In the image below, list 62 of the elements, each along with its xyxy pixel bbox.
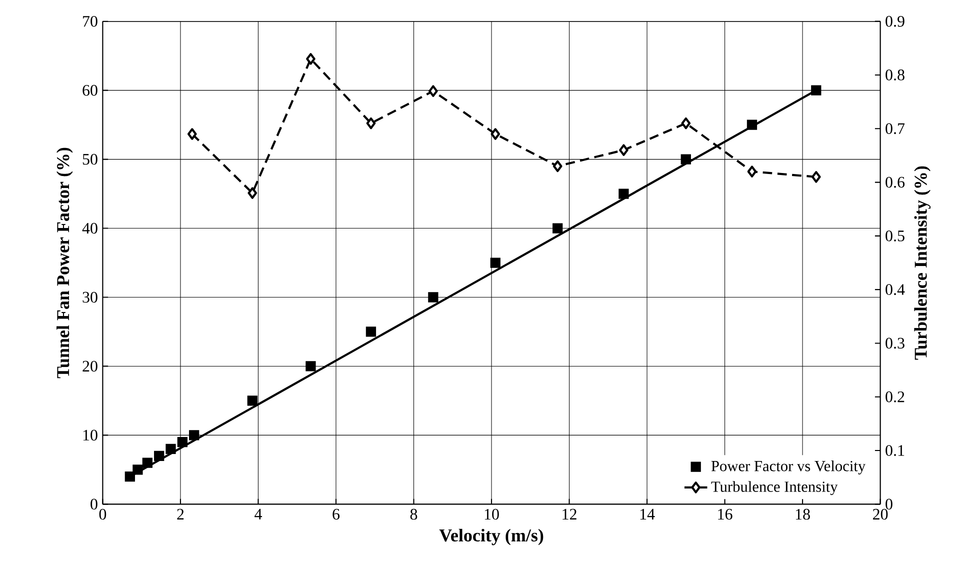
point: [618, 188, 629, 199]
y-tick-label: 30: [82, 292, 98, 303]
point: [366, 326, 376, 337]
y2-tick-label: 0.9: [886, 16, 904, 27]
point: [366, 117, 376, 130]
point: [177, 437, 188, 448]
point: [746, 120, 758, 130]
point: [811, 171, 821, 183]
point: [552, 160, 562, 172]
y2-tick-label: 0.7: [886, 123, 905, 134]
point: [428, 85, 438, 98]
y-tick-label: 70: [83, 16, 98, 27]
point: [811, 85, 822, 96]
y2-tick-label: 0.2: [886, 391, 904, 402]
point: [490, 128, 500, 140]
x-tick-label: 12: [562, 508, 576, 520]
x-tick-label: 18: [796, 508, 810, 520]
x-tick-label: 2: [177, 508, 184, 520]
point: [187, 128, 197, 140]
x-tick-label: 20: [873, 508, 888, 520]
y-tick-label: 50: [82, 154, 98, 165]
point: [166, 444, 176, 454]
y-tick-label: 20: [82, 360, 98, 372]
point: [490, 258, 500, 268]
y-tick-label: 0: [90, 498, 98, 510]
point: [124, 472, 135, 482]
y2-tick-label: 0.3: [886, 338, 904, 349]
point: [619, 144, 628, 156]
x-tick-label: 4: [254, 508, 262, 520]
x-tick-label: 14: [640, 508, 655, 520]
y2-axis-title: Turbulence Intensity (%): [914, 166, 931, 360]
point: [248, 187, 258, 199]
point: [747, 166, 757, 178]
y2-tick-label: 0.8: [886, 70, 904, 80]
point: [681, 117, 691, 130]
point: [189, 430, 200, 440]
y2-tick-label: 0.4: [886, 284, 905, 296]
point: [306, 53, 316, 65]
legend-label: Turbulence Intensity: [711, 481, 838, 496]
point: [247, 396, 258, 406]
y2-tick-label: 0.5: [886, 230, 904, 242]
y-axis-title: Tunnel Fan Power Factor (%): [56, 148, 73, 378]
y2-tick-label: 0.6: [886, 176, 905, 188]
point: [142, 458, 152, 468]
x-axis-title: Velocity (m/s): [439, 528, 544, 546]
y2-tick-label: 0.1: [886, 445, 904, 456]
y-tick-label: 40: [82, 222, 98, 234]
x-tick-label: 6: [332, 508, 340, 520]
point: [306, 361, 316, 372]
x-tick-label: 8: [410, 508, 418, 520]
legend-label: Power Factor vs Velocity: [711, 460, 866, 474]
point: [154, 450, 164, 462]
y2-tick-label: 0: [886, 498, 892, 510]
y-tick-label: 10: [83, 430, 98, 441]
point: [552, 223, 563, 234]
point: [428, 292, 438, 302]
y-tick-label: 60: [82, 84, 98, 96]
point: [680, 154, 691, 164]
x-tick-label: 10: [484, 508, 499, 520]
x-tick-label: 16: [718, 508, 732, 520]
x-tick-label: 0: [99, 508, 106, 520]
point: [132, 464, 143, 475]
